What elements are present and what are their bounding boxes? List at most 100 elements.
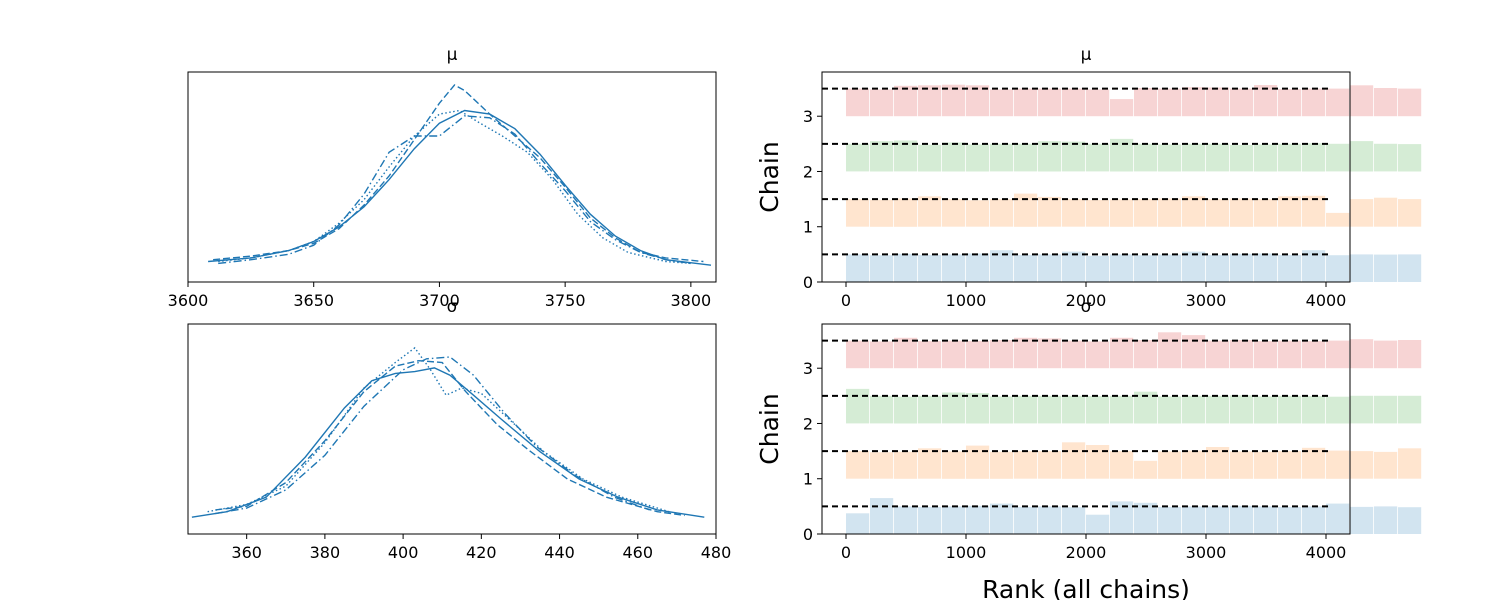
rank-bar-chain-0 [1254,506,1278,534]
rank-bar-chain-2 [1374,143,1398,172]
rank-bar-chain-1 [1014,451,1038,479]
rank-bar-chain-1 [1230,451,1254,479]
rank-bar-chain-2 [966,144,990,172]
rank-bar-chain-3 [1014,88,1038,117]
rank-bar-chain-0 [1182,251,1206,282]
rank-bar-chain-1 [1302,447,1326,479]
rank-bar-chain-3 [1326,88,1350,117]
rank-bar-chain-2 [1086,143,1110,172]
x-tick-label: 3000 [1186,543,1227,562]
rank-bar-chain-0 [1278,254,1302,282]
rank-bar-chain-0 [1014,506,1038,534]
rank-bar-chain-0 [1158,506,1182,534]
rank-bar-chain-3 [894,85,918,117]
x-tick-label: 460 [623,543,654,562]
mu-rank-title: μ [1081,45,1092,65]
rank-bar-chain-2 [942,392,966,424]
rank-bar-chain-3 [990,340,1014,369]
rank-bar-chain-2 [1062,141,1086,172]
rank-bar-chain-0 [1110,254,1134,282]
rank-bar-chain-2 [870,141,894,172]
kde-line-solid [191,367,705,518]
rank-bar-chain-1 [942,451,966,479]
rank-bar-chain-1 [1182,450,1206,479]
kde-line-dotted [207,346,670,513]
rank-bar-chain-1 [918,196,942,227]
rank-bar-chain-0 [966,505,990,534]
rank-bar-chain-2 [918,144,942,172]
x-tick-label: 360 [231,543,262,562]
rank-bar-chain-3 [1398,88,1422,117]
rank-bar-chain-3 [1038,88,1062,117]
rank-bar-chain-1 [1254,199,1278,227]
rank-bar-chain-0 [1302,506,1326,534]
rank-bar-chain-2 [1230,144,1254,172]
rank-bar-chain-2 [1038,141,1062,172]
rank-bar-chain-2 [1326,143,1350,172]
rank-bar-chain-1 [1278,196,1302,227]
rank-bar-chain-2 [1086,396,1110,424]
rank-bar-chain-3 [1254,341,1278,369]
rank-bar-chain-2 [1182,395,1206,424]
sigma-rank-ylabel: Chain [755,393,784,464]
rank-bar-chain-3 [1086,341,1110,369]
rank-bar-chain-1 [1398,199,1422,227]
rank-bar-chain-3 [1230,340,1254,369]
rank-bar-chain-3 [846,88,870,117]
rank-bar-chain-2 [1110,395,1134,424]
rank-bar-chain-2 [846,388,870,424]
rank-bar-chain-3 [1350,85,1374,117]
rank-bar-chain-2 [894,396,918,424]
y-tick-label: 2 [803,414,813,433]
rank-bar-chain-1 [1158,198,1182,227]
rank-bar-chain-1 [1374,451,1398,479]
rank-bar-chain-2 [1350,141,1374,172]
rank-bar-chain-1 [990,199,1014,227]
kde-line-dashed [213,84,704,263]
rank-bar-chain-0 [1134,255,1158,282]
rank-bar-chain-2 [870,395,894,424]
rank-bar-chain-2 [1326,396,1350,424]
rank-bar-chain-2 [894,140,918,172]
rank-bar-chain-3 [1134,340,1158,369]
x-tick-label: 400 [388,543,419,562]
y-tick-label: 3 [803,107,813,126]
x-tick-label: 3650 [293,291,334,310]
x-tick-label: 3700 [419,291,460,310]
rank-bar-chain-0 [966,253,990,282]
rank-bar-chain-2 [1254,396,1278,424]
sigma-density-panel: σ 360 380 400 420 440 460 480 [187,297,731,562]
rank-bar-chain-0 [894,253,918,282]
rank-bar-chain-3 [1230,88,1254,117]
rank-bar-chain-3 [966,85,990,117]
rank-bar-chain-2 [1230,395,1254,424]
rank-bar-chain-1 [1230,198,1254,227]
rank-bar-chain-1 [1206,447,1230,479]
rank-bar-chain-1 [846,199,870,227]
rank-bar-chain-1 [1182,196,1206,227]
rank-bar-chain-3 [942,84,966,117]
rank-bar-chain-1 [1302,195,1326,227]
rank-bar-chain-0 [1110,501,1134,534]
rank-bar-chain-3 [1326,340,1350,369]
x-tick-label: 3800 [670,291,711,310]
rank-bar-chain-1 [1374,197,1398,227]
rank-bar-chain-2 [1014,143,1038,172]
rank-bar-chain-2 [846,143,870,172]
rank-bar-chain-0 [1350,254,1374,282]
rank-bar-chain-1 [870,452,894,479]
rank-bar-chain-2 [1134,391,1158,424]
sigma-rank-title: σ [1081,297,1092,317]
rank-bar-chain-3 [1014,337,1038,369]
mu-density-frame [187,71,717,283]
rank-bar-chain-3 [1038,338,1062,369]
rank-bar-chain-1 [942,199,966,227]
x-tick-label: 420 [466,543,497,562]
rank-bar-chain-0 [870,498,894,534]
y-tick-label: 1 [803,470,813,489]
rank-bar-chain-1 [1398,448,1422,479]
rank-bar-chain-0 [918,254,942,282]
rank-bar-chain-2 [1158,396,1182,424]
rank-bar-chain-0 [1398,507,1422,534]
